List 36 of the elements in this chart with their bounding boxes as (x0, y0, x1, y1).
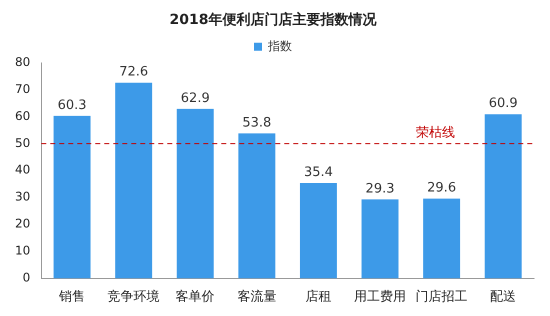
y-tick-label: 70 (14, 82, 30, 96)
data-label: 62.9 (180, 90, 210, 106)
legend-label: 指数 (267, 38, 292, 53)
chart-title: 2018年便利店门店主要指数情况 (170, 11, 378, 28)
x-tick-label: 店租 (305, 288, 332, 305)
bar (115, 82, 152, 278)
ref-line-label: 荣枯线 (416, 126, 455, 141)
x-tick-label: 客单价 (176, 288, 215, 305)
y-tick-label: 0 (22, 270, 30, 285)
y-tick-label: 50 (14, 136, 30, 150)
y-tick-label: 20 (14, 216, 30, 231)
y-tick-label: 80 (14, 54, 30, 69)
data-label: 29.3 (366, 181, 394, 196)
bar (484, 114, 522, 278)
bar (176, 108, 214, 278)
data-label: 53.8 (242, 115, 272, 130)
bar (423, 198, 460, 278)
data-label: 29.6 (427, 180, 456, 196)
bar (300, 182, 337, 278)
x-tick-label: 销售 (58, 290, 86, 305)
y-tick-label: 10 (14, 244, 30, 258)
x-tick-label: 用工费用 (354, 290, 406, 305)
data-label: 60.3 (58, 98, 87, 113)
x-tick-label: 客流量 (237, 288, 276, 305)
y-tick-label: 60 (14, 108, 30, 123)
data-label: 35.4 (304, 164, 333, 180)
bar (362, 199, 398, 278)
x-tick-label: 配送 (490, 290, 516, 305)
x-tick-label: 门店招工 (416, 288, 468, 305)
bar (238, 133, 276, 278)
data-label: 60.9 (488, 96, 518, 112)
y-tick-label: 40 (14, 162, 30, 177)
data-label: 72.6 (119, 64, 148, 80)
bar (54, 116, 91, 278)
y-tick-label: 30 (14, 190, 30, 204)
x-tick-label: 竞争环境 (108, 288, 160, 305)
